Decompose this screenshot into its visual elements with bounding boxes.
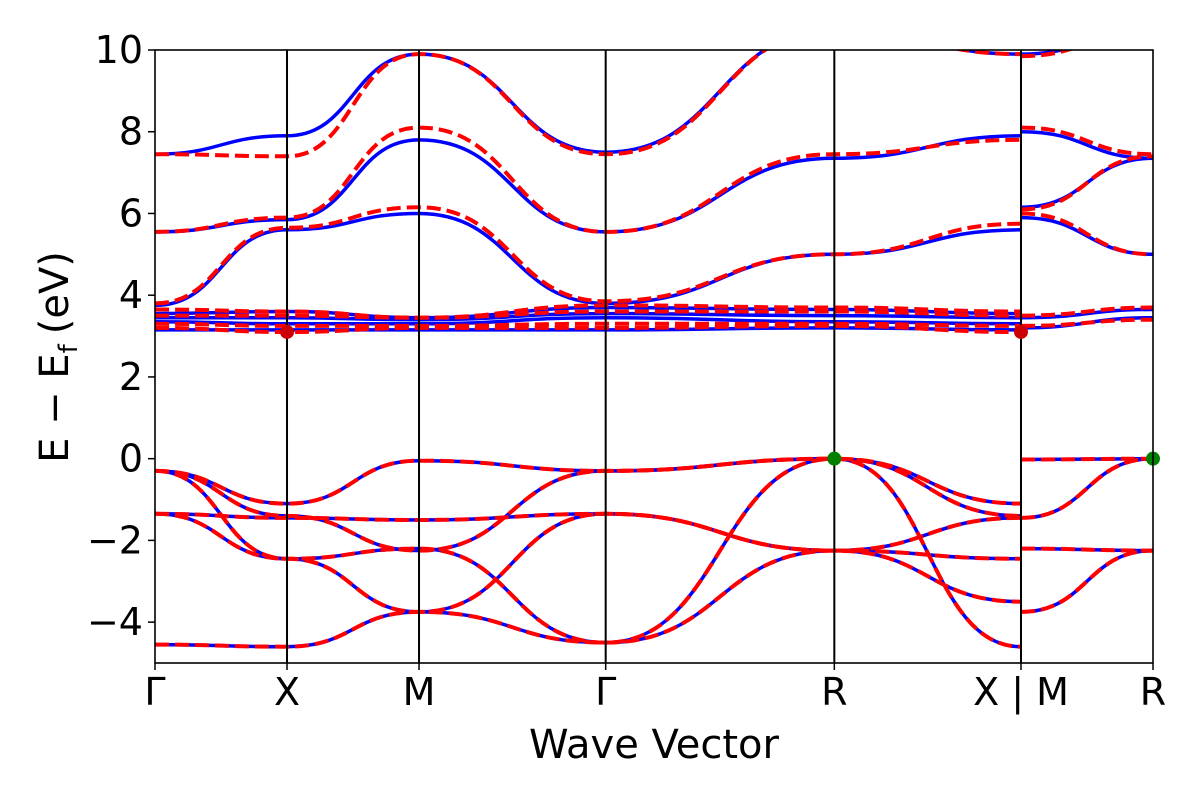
x-axis-label: Wave Vector <box>529 722 780 768</box>
plot-frame <box>154 49 1154 664</box>
x-ticks: Γ X M Γ R X | M R <box>144 663 1166 715</box>
band-line <box>155 548 1022 649</box>
y-tick-label: −2 <box>87 518 143 562</box>
vbm-marker <box>827 451 842 466</box>
solid-band-series <box>155 50 1153 649</box>
band-line <box>155 511 1022 614</box>
band-line <box>155 456 1022 649</box>
y-ticks: −4 −2 0 2 4 6 8 10 <box>87 28 155 644</box>
y-tick-label: 10 <box>95 28 143 72</box>
x-tick-label: Γ <box>144 670 165 714</box>
band-line <box>1020 548 1153 614</box>
band-line <box>155 205 1022 306</box>
band-line <box>1020 129 1153 161</box>
band-line <box>1020 548 1153 614</box>
band-line <box>1020 50 1074 59</box>
x-tick-label: M <box>403 670 436 714</box>
dashed-band-series <box>155 50 1153 649</box>
band-line <box>155 456 1022 553</box>
y-tick-label: 6 <box>119 191 143 235</box>
k-point-lines <box>286 50 1022 663</box>
band-line <box>1020 456 1153 520</box>
band-line <box>155 456 1022 506</box>
y-tick-label: 4 <box>119 273 143 317</box>
y-tick-label: 2 <box>119 355 143 399</box>
band-line <box>155 125 1022 234</box>
y-axis-label: E − Ef (eV) <box>32 251 84 463</box>
y-tick-label: 0 <box>119 437 143 481</box>
band-line <box>1020 546 1153 553</box>
x-tick-label: Γ <box>595 670 616 714</box>
band-line <box>1020 317 1153 328</box>
band-line <box>155 548 1022 649</box>
x-tick-label: R <box>821 670 847 714</box>
y-axis-label-unit: (eV) <box>32 251 78 334</box>
x-tick-label: R <box>1140 670 1166 714</box>
band-line <box>155 211 1022 308</box>
y-tick-label: 8 <box>119 110 143 154</box>
band-line <box>155 511 1022 553</box>
band-line <box>1020 50 1069 56</box>
band-line <box>1020 125 1153 157</box>
bands-layer <box>155 50 1153 649</box>
band-line <box>155 50 1022 156</box>
band-line <box>1020 211 1153 257</box>
band-line <box>1020 305 1153 318</box>
y-axis-label-main: E − E <box>32 353 78 463</box>
band-line <box>1020 154 1153 212</box>
x-tick-label: X <box>274 670 300 714</box>
band-line <box>1020 456 1153 520</box>
band-line <box>155 512 1022 614</box>
cbm-marker <box>280 324 295 339</box>
band-line <box>1020 307 1153 320</box>
y-tick-label: −4 <box>87 600 143 644</box>
band-edge-markers <box>280 324 1160 466</box>
x-tick-label: X | M <box>973 670 1069 715</box>
cbm-marker <box>1013 324 1028 339</box>
y-axis-label-subscript: f <box>54 343 84 353</box>
